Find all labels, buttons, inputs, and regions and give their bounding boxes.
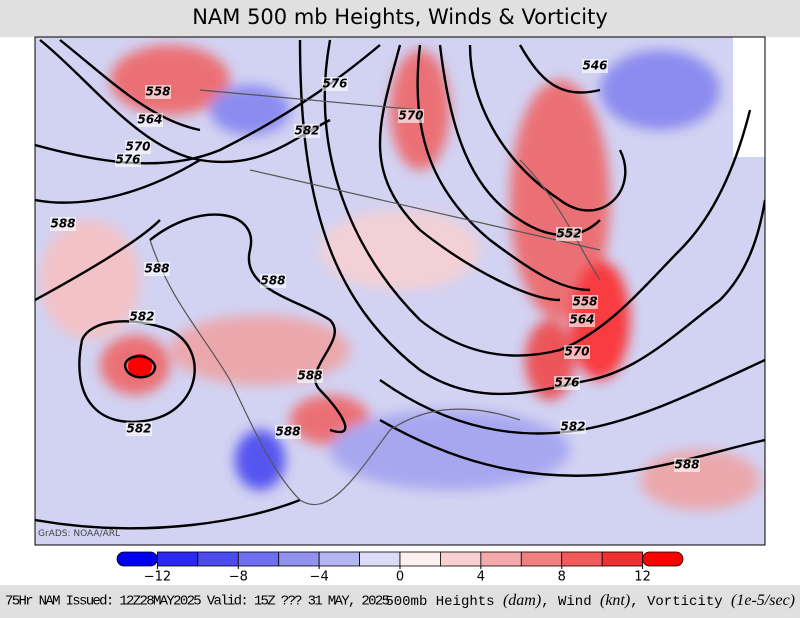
colorbar-bin <box>601 551 643 567</box>
contour-label: 576 <box>322 77 347 91</box>
label-bg <box>126 422 152 436</box>
colorbar-bin <box>237 551 280 567</box>
colorbar-bin <box>157 551 199 567</box>
contour-label: 588 <box>275 425 300 439</box>
label-bg <box>582 59 608 73</box>
colorbar-tick-label: 12 <box>634 570 651 585</box>
watermark: GrADS: NOAA/ARL <box>38 529 120 539</box>
colorbar-bin <box>440 551 482 567</box>
footer-right: 500mb Heights (dam), Wind (knt), Vortici… <box>385 592 795 610</box>
contour-label: 576 <box>115 153 140 167</box>
colorbar-bin <box>561 551 603 567</box>
map: 5585645705765765705825885885885825825885… <box>35 37 765 545</box>
contour-label: 558 <box>572 295 597 309</box>
contour-label: 570 <box>398 109 423 123</box>
label-bg <box>115 153 141 167</box>
colorbar: −12 −8 −4 0 4 8 12 <box>116 551 684 585</box>
colorbar-bin <box>520 551 563 567</box>
footer-right-part: (knt) <box>600 592 630 609</box>
label-bg <box>322 77 348 91</box>
colorbar-tick-label: −8 <box>229 570 248 585</box>
contour-label: 546 <box>582 59 607 73</box>
contour-label: 582 <box>560 420 585 434</box>
label-bg <box>297 369 323 383</box>
contour-label: 576 <box>554 376 579 390</box>
colorbar-bin <box>116 551 158 567</box>
title: NAM 500 mb Heights, Winds & Vorticity <box>192 5 608 29</box>
colorbar-tick-label: −4 <box>310 570 329 585</box>
footer-left: 75Hr NAM Issued: 12Z28MAY2025 Valid: 15Z… <box>5 594 390 610</box>
title-band <box>0 0 800 37</box>
contour-label: 582 <box>294 124 319 138</box>
colorbar-bin <box>318 551 360 567</box>
footer-right-part: , Vorticity <box>630 594 731 610</box>
footer-band <box>0 585 800 618</box>
colorbar-tick-label: 4 <box>477 570 485 585</box>
contour-label: 564 <box>137 113 162 127</box>
contour-label: 588 <box>50 217 75 231</box>
colorbar-bin <box>642 551 684 567</box>
label-bg <box>674 458 700 472</box>
label-bg <box>144 262 170 276</box>
label-bg <box>129 310 155 324</box>
colorbar-tick-label: 8 <box>558 570 566 585</box>
label-bg <box>125 140 151 154</box>
label-bg <box>556 227 582 241</box>
label-bg <box>145 85 171 99</box>
contour-label: 588 <box>674 458 699 472</box>
contour-label: 558 <box>145 85 170 99</box>
colorbar-bin <box>480 551 522 567</box>
contour-label: 582 <box>126 422 151 436</box>
label-bg <box>398 109 424 123</box>
colorbar-bin <box>399 551 441 567</box>
label-bg <box>275 425 301 439</box>
contour-label: 564 <box>569 313 594 327</box>
label-bg <box>50 217 76 231</box>
contour-label: 588 <box>260 274 285 288</box>
contour-label: 582 <box>129 310 154 324</box>
label-bg <box>554 376 580 390</box>
contour-label: 570 <box>564 345 589 359</box>
label-bg <box>137 113 163 127</box>
colorbar-tick-label: −12 <box>144 570 171 585</box>
footer-right-part: (dam) <box>503 592 541 609</box>
map-frame <box>34 36 766 546</box>
label-bg <box>260 274 286 288</box>
contour-label: 588 <box>297 369 322 383</box>
colorbar-bin <box>359 551 401 567</box>
contour-label: 570 <box>125 140 150 154</box>
colorbar-bin <box>278 551 320 567</box>
footer-right-part: 500mb Heights <box>385 594 503 610</box>
label-bg <box>294 124 320 138</box>
label-bg <box>569 313 595 327</box>
label-bg <box>572 295 598 309</box>
footer-right-part: (1e-5/sec) <box>731 592 795 609</box>
footer-right-part: , Wind <box>541 594 600 610</box>
contour-label: 588 <box>144 262 169 276</box>
colorbar-bin <box>197 551 239 567</box>
colorbar-tick-label: 0 <box>396 570 404 585</box>
label-bg <box>560 420 586 434</box>
contour-label: 552 <box>556 227 581 241</box>
label-bg <box>564 345 590 359</box>
